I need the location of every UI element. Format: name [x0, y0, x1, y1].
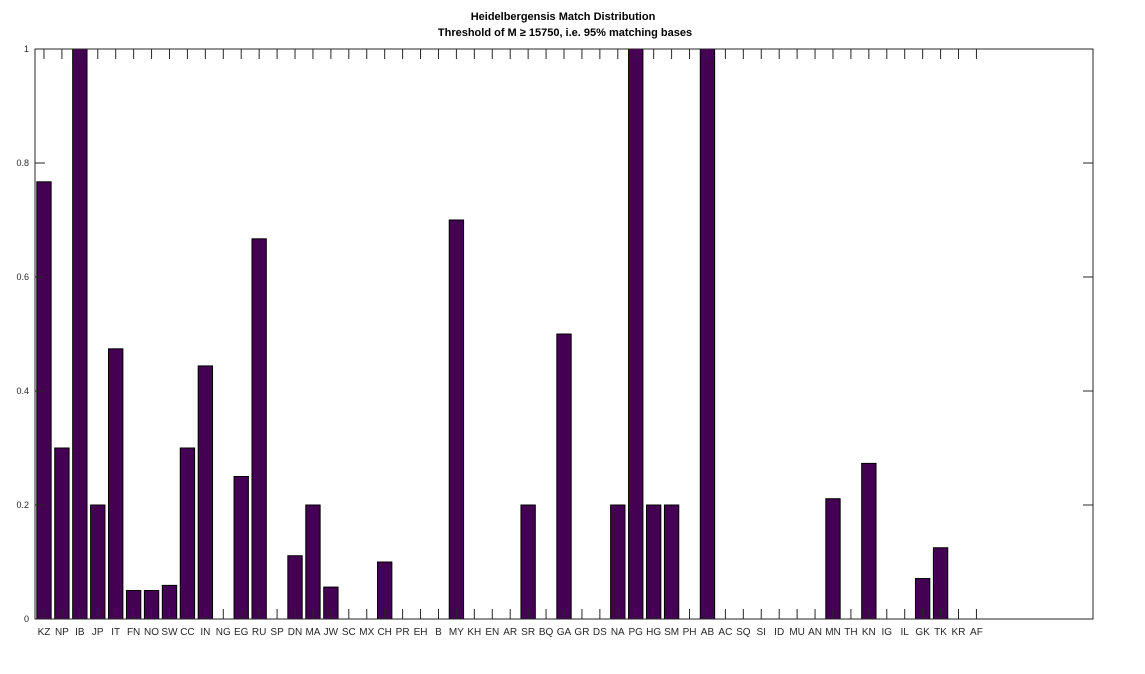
x-tick-label: NO [144, 627, 159, 638]
x-tick-label: IG [881, 627, 892, 638]
bar-mn [825, 498, 841, 620]
x-tick-label: AR [503, 627, 517, 638]
chart-title: Heidelbergensis Match Distribution [471, 11, 656, 23]
x-tick-label: KH [467, 627, 481, 638]
x-tick-label: KN [862, 627, 876, 638]
x-tick-label: MN [825, 627, 841, 638]
x-tick-label: PR [396, 627, 410, 638]
x-tick-label: ID [774, 627, 784, 638]
bar-hg [645, 504, 662, 620]
x-tick-label: SW [161, 627, 178, 638]
y-tick-label: 0.6 [16, 272, 29, 282]
x-tick-label: EH [414, 627, 428, 638]
bar-in [197, 365, 214, 620]
x-tick-label: AB [701, 627, 715, 638]
x-tick-label: AC [718, 627, 732, 638]
x-tick-label: PH [683, 627, 697, 638]
x-tick-label: JW [324, 627, 339, 638]
bar-ga [556, 333, 572, 620]
x-tick-label: KZ [38, 627, 51, 638]
x-tick-label: SM [664, 627, 679, 638]
x-tick-label: EN [485, 627, 499, 638]
bar-jp [90, 504, 106, 620]
x-tick-label: RU [252, 627, 266, 638]
x-tick-label: NA [611, 627, 625, 638]
x-tick-label: JP [92, 627, 104, 638]
bar-pg [628, 48, 644, 620]
x-tick-label: AN [808, 627, 822, 638]
x-tick-label: BQ [539, 627, 554, 638]
x-tick-label: PG [629, 627, 644, 638]
x-tick-label: SQ [736, 627, 751, 638]
bar-sr [520, 504, 536, 620]
bar-kz [36, 181, 52, 620]
x-tick-label: DN [288, 627, 302, 638]
x-tick-label: EG [234, 627, 249, 638]
x-tick-label: TH [844, 627, 857, 638]
x-tick-label: GK [915, 627, 930, 638]
plot-area-frame [34, 48, 1094, 620]
bar-it [108, 348, 124, 620]
x-tick-label: SI [757, 627, 766, 638]
x-tick-label: SP [270, 627, 284, 638]
y-tick-label: 0.8 [16, 158, 29, 168]
x-tick-label: B [435, 627, 442, 638]
x-tick-label: SR [521, 627, 535, 638]
x-tick-label: IT [111, 627, 120, 638]
bar-my [448, 219, 465, 620]
bar-ab [699, 48, 716, 620]
bar-cc [179, 447, 196, 620]
chart-subtitle: Threshold of M ≥ 15750, i.e. 95% matchin… [438, 27, 692, 39]
x-tick-label: NG [216, 627, 231, 638]
x-tick-label: MX [359, 627, 374, 638]
x-tick-labels: KZ NP IB JP IT FN NO SW CC IN NG EG RU SP DN MA JW SC MX CH… [38, 627, 983, 638]
x-tick-label: MU [789, 627, 805, 638]
x-tick-label: CC [180, 627, 194, 638]
x-tick-label: KR [952, 627, 966, 638]
x-tick-label: CH [377, 627, 391, 638]
x-tick-label: FN [127, 627, 140, 638]
bar-na [610, 504, 626, 620]
x-tick-label: HG [646, 627, 661, 638]
x-tick-label: SC [342, 627, 356, 638]
y-tick-labels: 0 0.2 0.4 0.6 0.8 1 [16, 44, 29, 624]
bar-tk [932, 547, 949, 620]
bar-sm [663, 504, 680, 620]
y-tick-label: 0.4 [16, 386, 29, 396]
bar-ru [251, 238, 267, 620]
x-tick-label: IN [200, 627, 210, 638]
y-tick-label: 1 [24, 44, 29, 54]
x-tick-label: MA [305, 627, 320, 638]
x-tick-label: IB [75, 627, 85, 638]
x-tick-label: TK [934, 627, 947, 638]
bar-ib [72, 48, 88, 620]
bar-np [54, 447, 70, 620]
bar-kn [861, 462, 877, 620]
bars-layer [36, 48, 949, 620]
x-tick-label: MY [449, 627, 464, 638]
x-tick-label: GR [574, 627, 589, 638]
x-tick-label: GA [557, 627, 572, 638]
bar-ma [305, 504, 321, 620]
x-tick-label: IL [901, 627, 910, 638]
x-tick-label: NP [55, 627, 69, 638]
y-tick-label: 0 [24, 614, 29, 624]
x-tick-label: DS [593, 627, 607, 638]
x-tick-label: AF [970, 627, 983, 638]
bar-eg [233, 476, 249, 620]
y-tick-label: 0.2 [16, 500, 29, 510]
